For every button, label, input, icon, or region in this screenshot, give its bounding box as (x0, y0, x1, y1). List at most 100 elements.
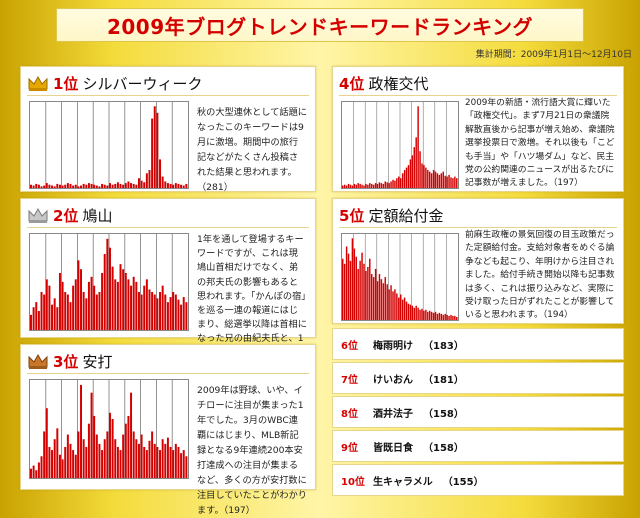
chart-bar (400, 294, 402, 320)
chart-bar (137, 443, 140, 478)
chart-bar (32, 185, 35, 188)
chart-bar (93, 415, 96, 478)
chart-bar (43, 431, 46, 478)
chart-bar (174, 183, 177, 188)
chart-bar (174, 443, 177, 478)
chart-bar (151, 118, 154, 188)
chart-bar (106, 238, 109, 330)
chart-bar (85, 184, 88, 188)
trend-chart (29, 379, 189, 479)
chart-bar (409, 304, 412, 320)
chart-bar (156, 446, 159, 478)
chart-bar (151, 431, 154, 478)
chart-bar (442, 314, 444, 320)
rank-label: 7位 (341, 374, 358, 386)
chart-bar (45, 408, 48, 478)
chart-bar (438, 174, 441, 188)
chart-bar (448, 174, 450, 188)
chart-bar (347, 183, 350, 188)
chart-bar (109, 412, 111, 478)
chart-bar (169, 297, 172, 330)
chart-bar (417, 106, 419, 188)
keyword-label: 安打 (82, 352, 113, 371)
chart-bar (361, 184, 363, 188)
chart-bar (172, 292, 175, 330)
chart-bar (48, 184, 51, 188)
chart-bar (114, 439, 117, 478)
chart-bar (380, 279, 383, 320)
chart-bar (69, 302, 72, 330)
chart-bar (119, 183, 122, 188)
chart-bar (40, 456, 43, 478)
chart-bar (124, 423, 127, 478)
chart-bar (417, 307, 419, 320)
chart-bar (66, 183, 69, 188)
chart-bar (359, 260, 361, 320)
chart-bar (432, 170, 435, 188)
chart-bar (74, 279, 77, 330)
chart-bar (394, 180, 396, 188)
chart-bar (169, 446, 172, 478)
chart-bar (456, 316, 458, 320)
chart-bar (405, 301, 408, 320)
chart-bar (450, 314, 452, 320)
chart-bar (80, 185, 83, 188)
chart-bar (77, 431, 80, 478)
chart-bar (345, 246, 348, 320)
chart-bar (351, 238, 354, 320)
chart-bar (101, 273, 104, 330)
chart-bar (74, 454, 77, 478)
ranking-row-8: 8位 酒井法子 （158） (332, 396, 624, 428)
chart-bar (166, 437, 169, 478)
keyword-label: 酒井法子 (373, 408, 413, 420)
chart-bar (413, 307, 415, 320)
chart-bar (140, 434, 143, 478)
chart-bar (32, 465, 35, 478)
chart-bar (153, 106, 156, 188)
chart-bar (151, 292, 154, 330)
ranking-row-7: 7位 けいおん （181） (332, 362, 624, 394)
chart-bar (396, 178, 398, 188)
chart-bar (427, 311, 429, 320)
chart-bar (454, 315, 456, 320)
chart-bar (72, 285, 75, 330)
chart-bar (37, 311, 40, 330)
chart-bar (388, 289, 390, 320)
chart-bar (159, 292, 162, 330)
chart-bar (66, 434, 69, 478)
chart-bar (359, 183, 361, 188)
chart-bar (401, 173, 404, 188)
chart-bar (85, 446, 88, 478)
chart-bar (177, 183, 180, 188)
chart-bar (365, 270, 367, 320)
chart-bar (72, 185, 75, 188)
rank-label: 3位 (53, 352, 79, 371)
chart-bar (77, 186, 80, 188)
chart-bar (164, 294, 167, 330)
chart-bar (111, 419, 114, 478)
chart-bar (415, 305, 417, 320)
chart-bar (53, 186, 56, 188)
ranking-row-10: 10位 生キャラメル （155） (332, 464, 624, 496)
chart-bar (367, 184, 369, 188)
chart-bar (169, 183, 172, 188)
chart-bar (124, 273, 127, 330)
chart-bar (442, 171, 444, 188)
chart-bar (145, 279, 148, 330)
chart-bar (98, 443, 101, 478)
count-label: （155） (442, 476, 484, 488)
chart-bar (411, 155, 414, 188)
count-label: （183） (423, 340, 464, 352)
chart-bar (454, 176, 456, 188)
chart-bar (95, 294, 98, 330)
ranking-card-5: 5位 定額給付金 前麻生政権の景気回復の目玉政策だった定額給付金。支給対象者をめ… (332, 198, 624, 324)
chart-bar (122, 184, 125, 188)
chart-bar (95, 434, 98, 478)
chart-bar (342, 258, 344, 320)
chart-bar (409, 159, 412, 188)
chart-bar (452, 315, 454, 320)
count-label: （158） (423, 442, 464, 454)
chart-bar (376, 281, 379, 320)
chart-bar (403, 297, 406, 320)
chart-bar (429, 310, 431, 320)
